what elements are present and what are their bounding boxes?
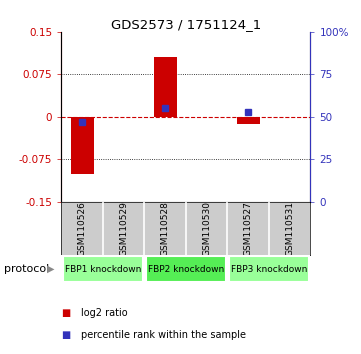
Text: GSM110529: GSM110529 (119, 201, 128, 256)
Text: FBP1 knockdown: FBP1 knockdown (65, 264, 141, 274)
Text: ■: ■ (61, 330, 71, 339)
Title: GDS2573 / 1751124_1: GDS2573 / 1751124_1 (111, 18, 261, 31)
Text: GSM110530: GSM110530 (202, 201, 211, 256)
Bar (71, 117, 93, 174)
Text: GSM110526: GSM110526 (78, 201, 87, 256)
Bar (146, 256, 226, 282)
Bar (154, 57, 177, 117)
Text: GSM110528: GSM110528 (161, 201, 170, 256)
Text: percentile rank within the sample: percentile rank within the sample (81, 330, 246, 339)
Text: GSM110531: GSM110531 (285, 201, 294, 256)
Text: log2 ratio: log2 ratio (81, 308, 128, 318)
Bar (237, 117, 260, 124)
Text: ▶: ▶ (47, 264, 55, 274)
Text: FBP2 knockdown: FBP2 knockdown (148, 264, 224, 274)
Text: GSM110527: GSM110527 (244, 201, 253, 256)
Text: ■: ■ (61, 308, 71, 318)
Text: protocol: protocol (4, 264, 49, 274)
Text: FBP3 knockdown: FBP3 knockdown (231, 264, 307, 274)
Bar (63, 256, 143, 282)
Bar (229, 256, 309, 282)
